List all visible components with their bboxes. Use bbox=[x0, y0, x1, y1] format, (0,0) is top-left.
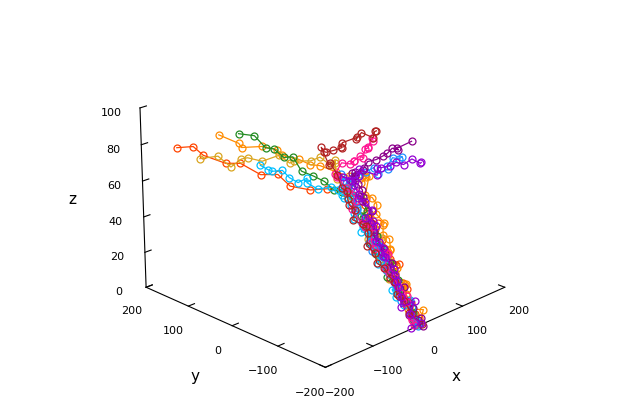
Y-axis label: y: y bbox=[191, 369, 200, 384]
X-axis label: x: x bbox=[451, 369, 460, 384]
